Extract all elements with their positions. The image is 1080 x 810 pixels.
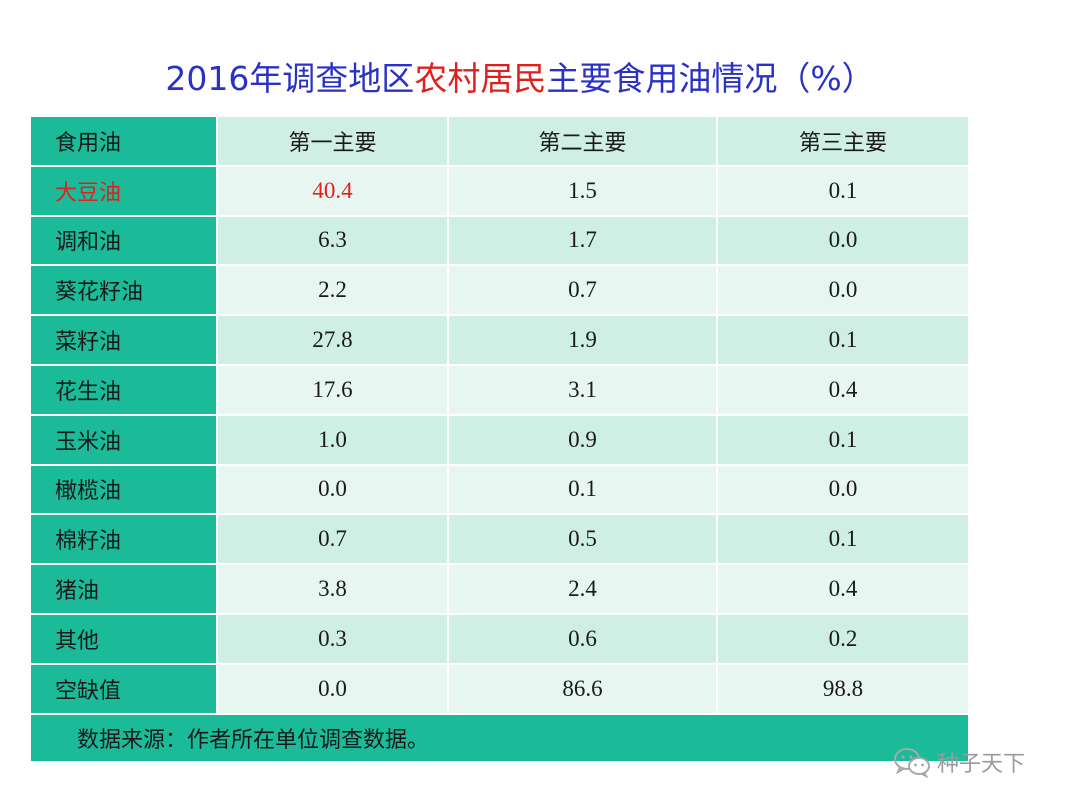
row-label: 大豆油	[29, 164, 218, 217]
cell-first: 27.8	[216, 314, 449, 366]
cell-second: 0.6	[447, 612, 718, 665]
cell-third: 0.1	[716, 413, 970, 466]
cell-second: 1.9	[447, 314, 718, 366]
cell-first: 0.0	[216, 463, 449, 516]
header-third: 第三主要	[716, 115, 970, 167]
table-row: 空缺值 0.0 86.6 98.8	[29, 662, 970, 715]
cell-second: 0.7	[447, 264, 718, 317]
row-label: 花生油	[29, 363, 218, 416]
table-row: 棉籽油 0.7 0.5 0.1	[29, 513, 970, 566]
table-row: 调和油 6.3 1.7 0.0	[29, 214, 970, 267]
row-label: 葵花籽油	[29, 264, 218, 317]
table-row: 花生油 17.6 3.1 0.4	[29, 363, 970, 416]
table-row: 玉米油 1.0 0.9 0.1	[29, 413, 970, 466]
cell-first: 40.4	[216, 164, 449, 217]
header-oil: 食用油	[29, 115, 218, 167]
cell-second: 0.1	[447, 463, 718, 516]
cell-first: 1.0	[216, 413, 449, 466]
table-header-row: 食用油 第一主要 第二主要 第三主要	[29, 115, 970, 167]
cell-third: 0.1	[716, 164, 970, 217]
cell-second: 1.7	[447, 214, 718, 267]
row-label: 玉米油	[29, 413, 218, 466]
cell-first: 0.0	[216, 662, 449, 715]
title-suffix: 主要食用油情况（%）	[546, 59, 875, 98]
edible-oil-table: 食用油 第一主要 第二主要 第三主要 大豆油 40.4 1.5 0.1 调和油 …	[29, 115, 970, 763]
row-label: 其他	[29, 612, 218, 665]
table-row: 菜籽油 27.8 1.9 0.1	[29, 314, 970, 366]
cell-third: 0.0	[716, 214, 970, 267]
cell-second: 1.5	[447, 164, 718, 217]
table-row: 葵花籽油 2.2 0.7 0.0	[29, 264, 970, 317]
cell-second: 0.5	[447, 513, 718, 566]
cell-third: 0.4	[716, 363, 970, 416]
cell-second: 3.1	[447, 363, 718, 416]
cell-first: 6.3	[216, 214, 449, 267]
title-prefix: 2016年调查地区	[165, 59, 415, 98]
watermark-text: 种子天下	[937, 752, 1026, 777]
wechat-icon	[894, 748, 930, 778]
cell-third: 0.2	[716, 612, 970, 665]
cell-second: 2.4	[447, 563, 718, 615]
table-row: 大豆油 40.4 1.5 0.1	[29, 164, 970, 217]
table-footnote: 数据来源：作者所在单位调查数据。	[29, 712, 970, 763]
table-row: 其他 0.3 0.6 0.2	[29, 612, 970, 665]
cell-third: 0.4	[716, 563, 970, 615]
watermark: 种子天下	[893, 744, 1025, 780]
row-label: 调和油	[29, 214, 218, 267]
cell-first: 0.7	[216, 513, 449, 566]
header-first: 第一主要	[216, 115, 449, 167]
cell-third: 98.8	[716, 662, 970, 715]
cell-second: 0.9	[447, 413, 718, 466]
cell-first: 0.3	[216, 612, 449, 665]
cell-third: 0.1	[716, 513, 970, 566]
cell-third: 0.1	[716, 314, 970, 366]
cell-third: 0.0	[716, 463, 970, 516]
cell-first: 3.8	[216, 563, 449, 615]
row-label: 橄榄油	[29, 463, 218, 516]
row-label: 菜籽油	[29, 314, 218, 366]
cell-first: 17.6	[216, 363, 449, 416]
cell-first: 2.2	[216, 264, 449, 317]
page-title: 2016年调查地区农村居民主要食用油情况（%）	[0, 52, 1040, 100]
table-row: 猪油 3.8 2.4 0.4	[29, 563, 970, 615]
row-label: 棉籽油	[29, 513, 218, 566]
row-label: 猪油	[29, 563, 218, 615]
cell-third: 0.0	[716, 264, 970, 317]
header-second: 第二主要	[447, 115, 718, 167]
row-label: 空缺值	[29, 662, 218, 715]
cell-second: 86.6	[447, 662, 718, 715]
table-row: 橄榄油 0.0 0.1 0.0	[29, 463, 970, 516]
title-highlight: 农村居民	[414, 59, 547, 98]
table-footer-row: 数据来源：作者所在单位调查数据。	[29, 712, 970, 763]
